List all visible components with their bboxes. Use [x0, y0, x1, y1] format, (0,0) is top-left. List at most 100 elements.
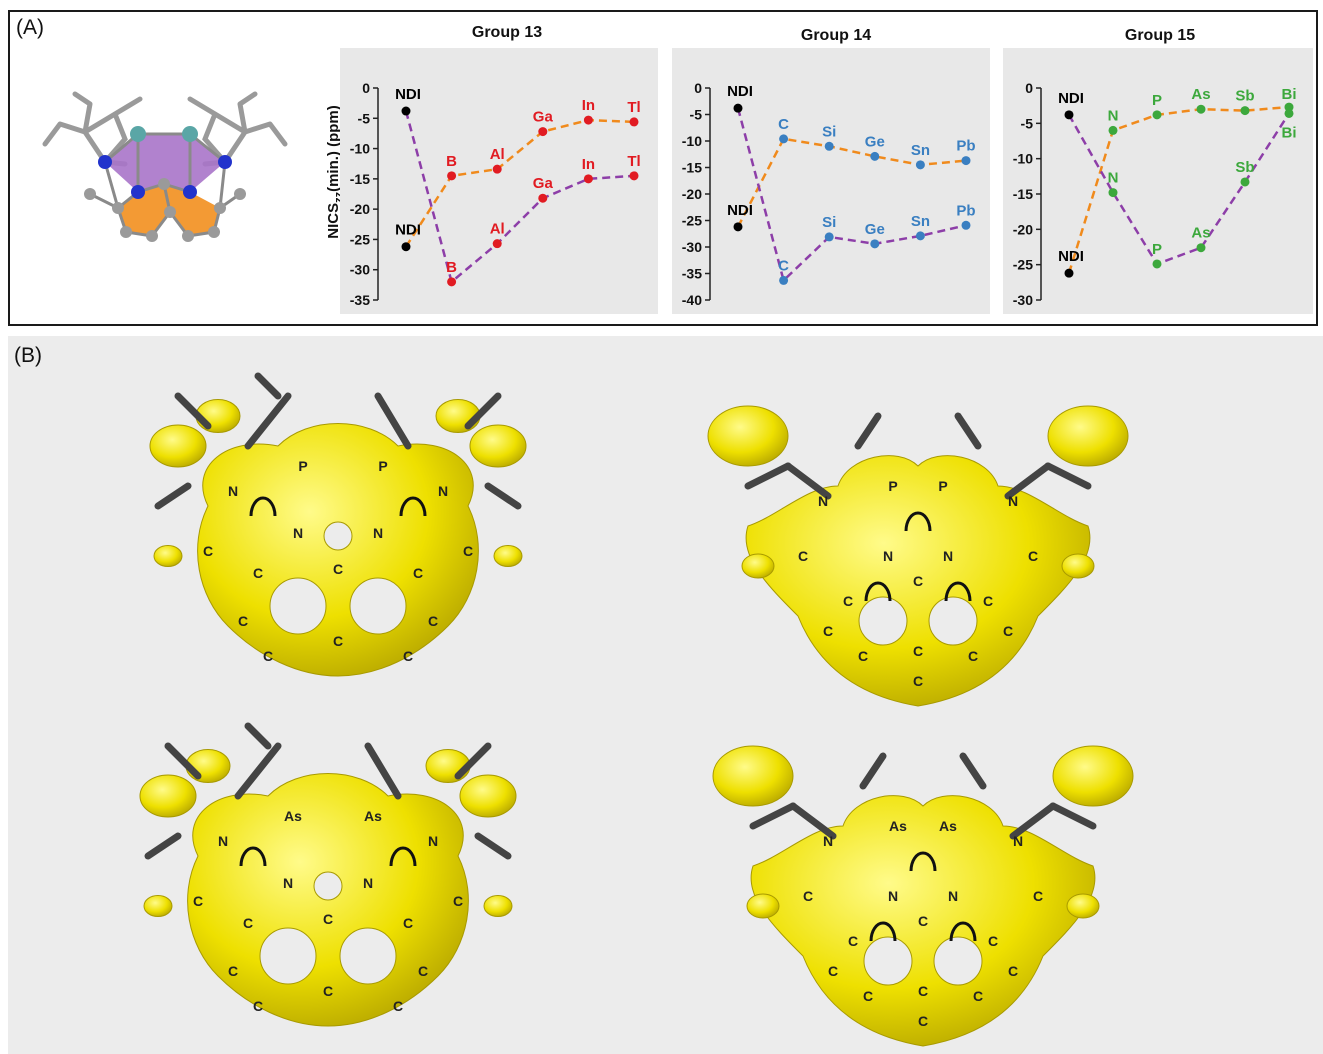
atom-label: N [283, 875, 293, 891]
data-label: Ga [533, 175, 554, 192]
atom-label: C [418, 963, 428, 979]
atom-label: C [1033, 888, 1043, 904]
bond-stick [1049, 802, 1097, 830]
data-label: Al [490, 146, 505, 163]
series-line-1 [404, 110, 635, 285]
data-point [961, 220, 971, 230]
ring-current-arrow [864, 581, 892, 602]
atom-label: N [1013, 833, 1023, 849]
substituent-lobe [459, 774, 517, 818]
atom-label: C [983, 593, 993, 609]
y-tick-label: -15 [1013, 186, 1033, 202]
substituent-lobe [1047, 405, 1129, 467]
atom-label: C [243, 915, 253, 931]
atom-label: N [948, 888, 958, 904]
data-point [870, 151, 880, 161]
ring-hole [349, 577, 407, 635]
y-tick-label: -35 [350, 292, 370, 308]
atom-label: C [913, 673, 923, 689]
substituent-lobe [143, 895, 173, 917]
ring-hole [933, 936, 983, 986]
data-point [1240, 106, 1250, 116]
y-tick-label: -20 [1013, 221, 1033, 237]
data-label: Ga [533, 109, 554, 126]
data-point [779, 134, 789, 144]
data-label: C [778, 116, 789, 133]
atom-label: N [888, 888, 898, 904]
data-point [1240, 177, 1250, 187]
atom-label: C [393, 998, 403, 1014]
data-point [824, 141, 834, 151]
data-point [538, 193, 548, 203]
atom-label: C [828, 963, 838, 979]
substituent-lobe [1052, 745, 1134, 807]
y-tick-label: -30 [1013, 292, 1033, 308]
data-label: Si [822, 214, 836, 231]
data-label: NDI [395, 222, 421, 239]
series-line-1 [736, 107, 967, 283]
ring-hole [928, 596, 978, 646]
chart-title-group14: Group 14 [800, 27, 872, 44]
atom-label: N [363, 875, 373, 891]
atom-label: N [428, 833, 438, 849]
data-point [1284, 108, 1294, 118]
substituent-lobe [1061, 553, 1095, 579]
atom-label: As [284, 808, 302, 824]
atom-label: As [364, 808, 382, 824]
data-label: Bi [1282, 124, 1297, 141]
y-tick-label: 0 [1025, 80, 1033, 96]
y-tick-label: -35 [682, 266, 702, 282]
data-point [870, 239, 880, 249]
atom-label: C [968, 648, 978, 664]
bond-stick [1009, 802, 1057, 840]
substituent-lobe [712, 745, 794, 807]
data-point [629, 117, 639, 127]
ring-hole [339, 927, 397, 985]
data-label: Tl [627, 153, 640, 170]
atom-label: N [818, 493, 828, 509]
bond-stick [454, 742, 492, 780]
bond-stick [484, 482, 522, 510]
data-label: Al [490, 221, 505, 238]
data-point [1064, 268, 1074, 278]
data-label: Sn [911, 142, 930, 159]
substituent-lobe [483, 895, 513, 917]
bond-stick [234, 742, 282, 800]
data-label: P [1152, 241, 1162, 258]
ring-current-arrow [389, 846, 417, 867]
data-point [629, 171, 639, 181]
data-point [583, 174, 593, 184]
chart-group15: 0 -5 -10 -15 -20 -25 -30 NDI N P As Sb Bi NDI N P As Sb Bi [1013, 80, 1297, 308]
atom-label: C [428, 613, 438, 629]
atom-label: P [938, 478, 947, 494]
substituent-lobe [493, 545, 523, 567]
chart-group13: 0 -5 -10 -15 -20 -25 -30 -35 NDI B Al Ga In Tl NDI B Al G… [350, 80, 641, 308]
molecule-isosurface-2: As As N N N N C C C C C C C C C C [139, 722, 517, 1027]
series-line-0 [404, 118, 635, 248]
data-point [915, 231, 925, 241]
atom-label: C [253, 565, 263, 581]
bond-stick [364, 742, 402, 800]
bond-stick [254, 372, 282, 400]
data-label: NDI [1058, 90, 1084, 107]
atom-label: C [403, 648, 413, 664]
atom-label: N [373, 525, 383, 541]
data-point [1284, 102, 1294, 112]
data-label: Sn [911, 213, 930, 230]
data-label: As [1191, 225, 1210, 242]
molecule-isosurface-1: P PN NN NC CCC CC CC CCC [707, 405, 1129, 707]
y-tick-label: -10 [350, 141, 370, 157]
ring-current-arrow [869, 921, 897, 942]
bond-stick [244, 722, 272, 750]
bond-stick [474, 832, 512, 860]
atom-label: P [298, 458, 307, 474]
y-tick-label: -40 [682, 292, 702, 308]
atom-label: C [228, 963, 238, 979]
y-tick-label: -30 [350, 262, 370, 278]
substituent-lobe [707, 405, 789, 467]
atom-label: As [939, 818, 957, 834]
data-point [401, 242, 411, 252]
bond-stick [144, 832, 182, 860]
y-tick-label: -20 [350, 201, 370, 217]
chart-title-group13: Group 13 [471, 24, 543, 41]
